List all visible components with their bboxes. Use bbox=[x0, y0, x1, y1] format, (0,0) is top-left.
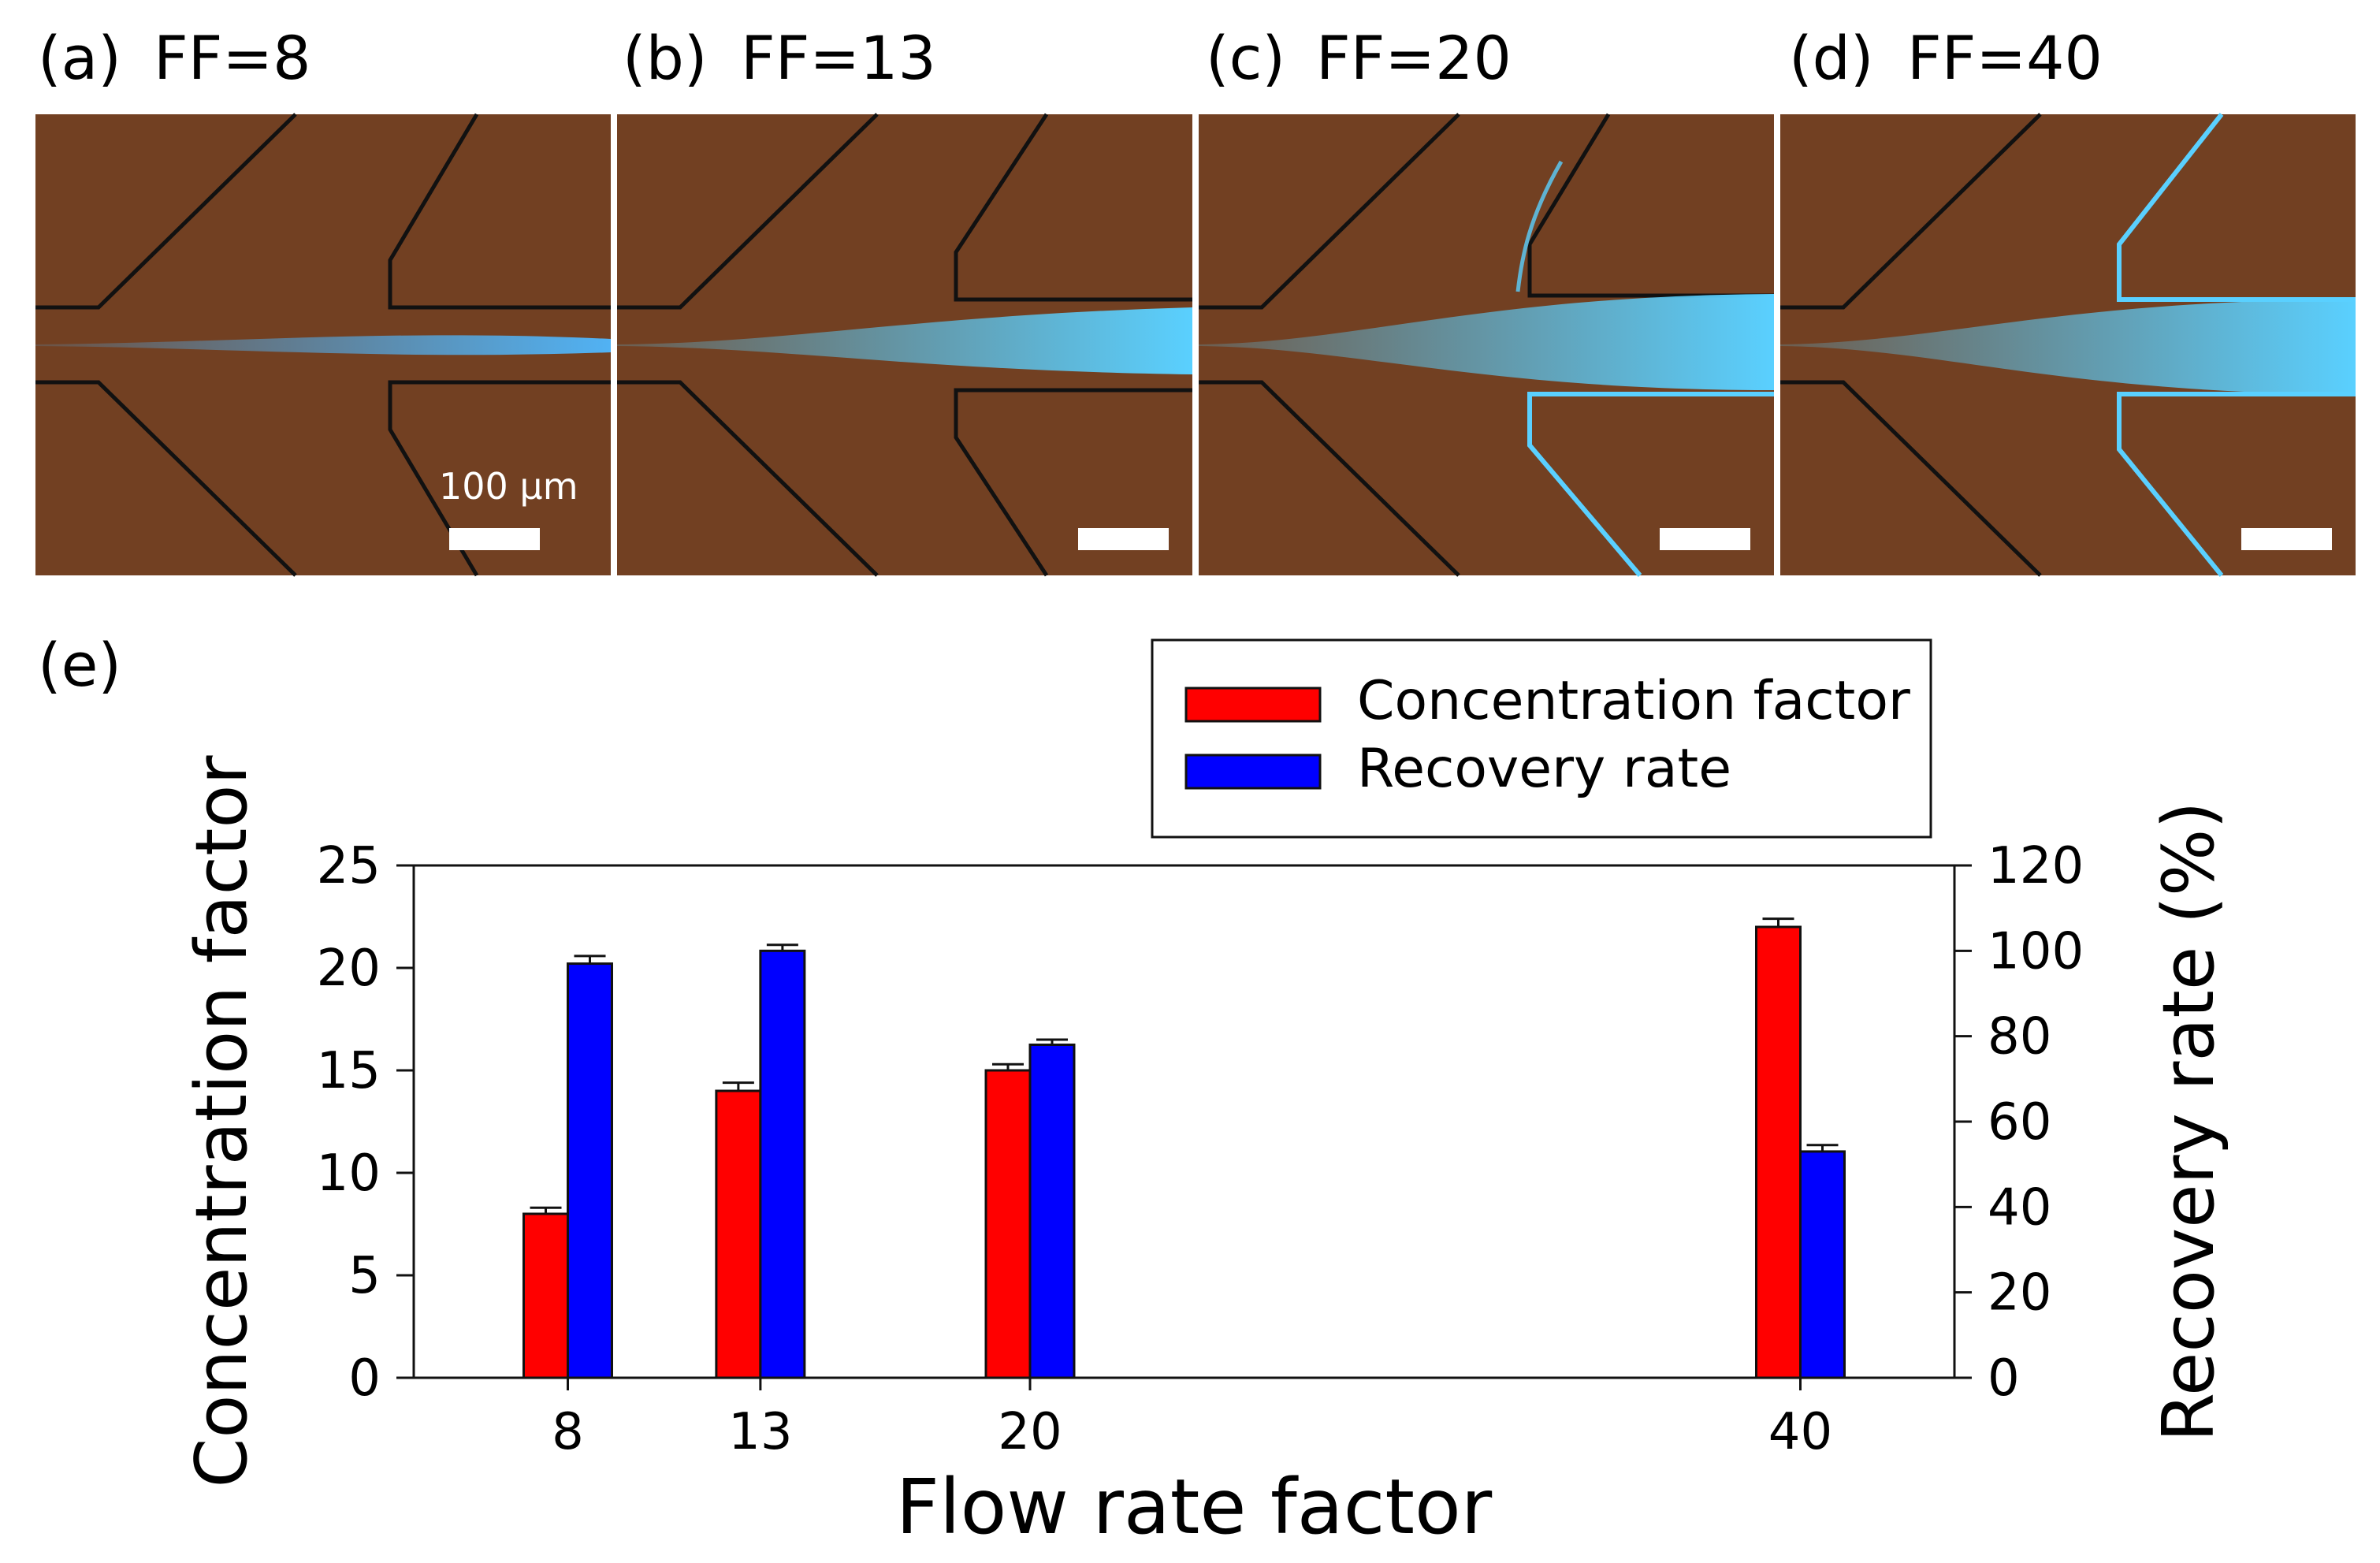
bar-recovery-rate bbox=[1028, 1044, 1076, 1379]
legend-label-concentration: Concentration factor bbox=[1357, 670, 1910, 732]
plot-frame bbox=[412, 864, 1956, 1379]
y-tick-label: 25 bbox=[317, 837, 381, 895]
micrograph-b bbox=[617, 113, 1192, 577]
y-tick-label: 5 bbox=[348, 1247, 381, 1305]
bar-chart: 0 5 10 15 20 25 0 20 40 60 80 100 120 8 13 20 40 Conce… bbox=[180, 756, 2230, 1551]
y2-axis-title: Recovery rate (%) bbox=[2148, 801, 2230, 1442]
panel-a-label: (a) bbox=[38, 23, 121, 93]
bars bbox=[522, 917, 1846, 1379]
y2-tick-label: 40 bbox=[1988, 1178, 2051, 1237]
panel-b-label: (b) bbox=[623, 23, 708, 93]
x-tick-label: 20 bbox=[998, 1403, 1062, 1461]
bar-recovery-rate bbox=[759, 949, 806, 1379]
y2-tick-label: 20 bbox=[1988, 1264, 2051, 1323]
y2-tick-label: 60 bbox=[1988, 1093, 2051, 1152]
y-tick-label: 20 bbox=[317, 940, 381, 998]
micrograph-c bbox=[1199, 113, 1774, 577]
y-axis-title: Concentration factor bbox=[180, 756, 263, 1488]
x-tick-label: 8 bbox=[552, 1403, 584, 1461]
panel-e-label: (e) bbox=[38, 630, 121, 700]
bar-recovery-rate bbox=[567, 962, 613, 1379]
micrograph-a: 100 μm bbox=[35, 113, 611, 577]
y-axis-right: 0 20 40 60 80 100 120 bbox=[1954, 837, 2084, 1408]
legend-box bbox=[1151, 638, 1932, 839]
bar-recovery-rate bbox=[1799, 1150, 1846, 1379]
y2-tick-label: 80 bbox=[1988, 1008, 2051, 1066]
y-tick-label: 15 bbox=[317, 1042, 381, 1100]
y2-tick-label: 120 bbox=[1988, 837, 2084, 895]
x-axis: 8 13 20 40 bbox=[552, 1378, 1832, 1461]
bar-concentration-factor bbox=[984, 1069, 1032, 1379]
legend-label-recovery: Recovery rate bbox=[1357, 738, 1731, 800]
bar-concentration-factor bbox=[522, 1212, 569, 1379]
panel-a-title: FF=8 bbox=[154, 23, 311, 93]
panel-d-label: (d) bbox=[1789, 23, 1874, 93]
x-axis-title: Flow rate factor bbox=[896, 1463, 1493, 1551]
scale-bar-label: 100 μm bbox=[439, 465, 578, 508]
panel-b-title: FF=13 bbox=[741, 23, 936, 93]
y-tick-label: 0 bbox=[348, 1349, 381, 1408]
y-tick-label: 10 bbox=[317, 1144, 381, 1203]
legend-swatch-recovery bbox=[1184, 754, 1322, 790]
bar-concentration-factor bbox=[715, 1089, 762, 1379]
x-tick-label: 40 bbox=[1768, 1403, 1832, 1461]
y2-tick-label: 100 bbox=[1988, 922, 2084, 981]
legend-swatch-concentration bbox=[1184, 687, 1322, 723]
bar-concentration-factor bbox=[1755, 925, 1802, 1379]
y2-tick-label: 0 bbox=[1988, 1349, 2020, 1408]
y-axis-left: 0 5 10 15 20 25 bbox=[317, 837, 414, 1408]
panel-c-title: FF=20 bbox=[1316, 23, 1512, 93]
panel-d-title: FF=40 bbox=[1907, 23, 2103, 93]
micrograph-d bbox=[1780, 113, 2356, 577]
panel-c-label: (c) bbox=[1206, 23, 1285, 93]
legend: Concentration factor Recovery rate bbox=[1151, 638, 1932, 839]
x-tick-label: 13 bbox=[728, 1403, 792, 1461]
